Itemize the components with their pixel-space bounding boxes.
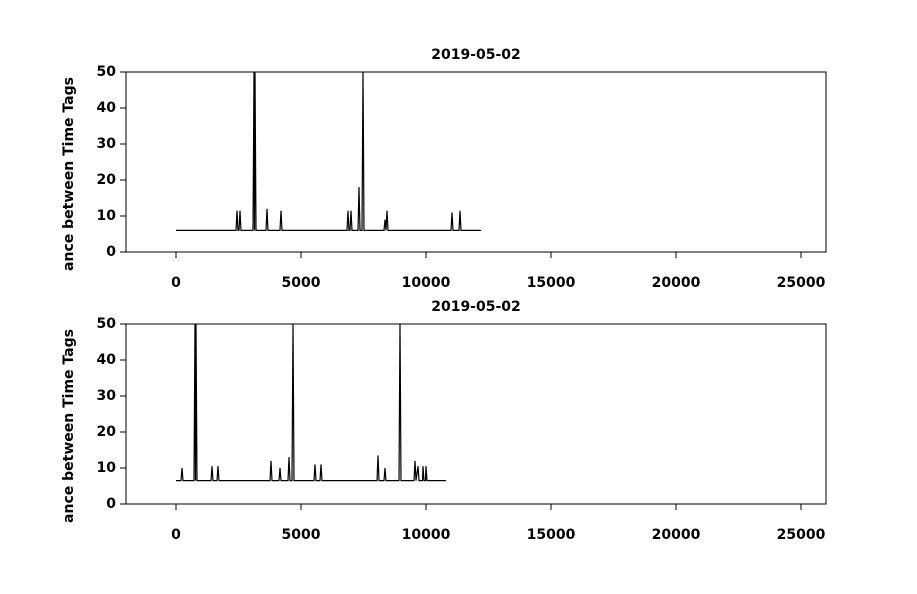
y-axis-label: ance between Time Tags [61,329,77,523]
subplot-title: 2019-05-02 [431,299,521,315]
x-tick-label: 15000 [527,275,576,291]
series-line [176,324,446,482]
x-tick-label: 5000 [282,527,321,543]
y-tick-label: 20 [97,424,117,440]
x-tick-label: 25000 [777,527,826,543]
y-tick-label: 30 [97,136,117,152]
y-tick-label: 10 [97,208,117,224]
y-tick-label: 20 [97,172,117,188]
y-tick-label: 0 [106,496,116,512]
y-tick-label: 0 [106,244,116,260]
subplot-title: 2019-05-02 [431,47,521,63]
y-tick-label: 10 [97,460,117,476]
plot-frame [125,323,827,505]
x-tick-label: 15000 [527,527,576,543]
series-line [176,72,481,231]
x-tick-label: 20000 [652,275,701,291]
x-tick-label: 10000 [402,275,451,291]
y-axis-label: ance between Time Tags [61,77,77,271]
y-tick-label: 30 [97,388,117,404]
plot-frame [125,71,827,253]
y-tick-label: 40 [97,352,117,368]
subplot: 2019-05-02 ance between Time Tags 0 10 20 30 4… [61,47,827,291]
x-tick-label: 20000 [652,527,701,543]
x-tick-label: 0 [171,527,181,543]
subplot: 2019-05-02 ance between Time Tags 0 10 20 30 4… [61,299,827,543]
y-tick-label: 40 [97,100,117,116]
x-tick-label: 0 [171,275,181,291]
x-tick-label: 5000 [282,275,321,291]
x-tick-label: 10000 [402,527,451,543]
x-tick-label: 25000 [777,275,826,291]
y-tick-label: 50 [97,316,117,332]
y-tick-label: 50 [97,64,117,80]
